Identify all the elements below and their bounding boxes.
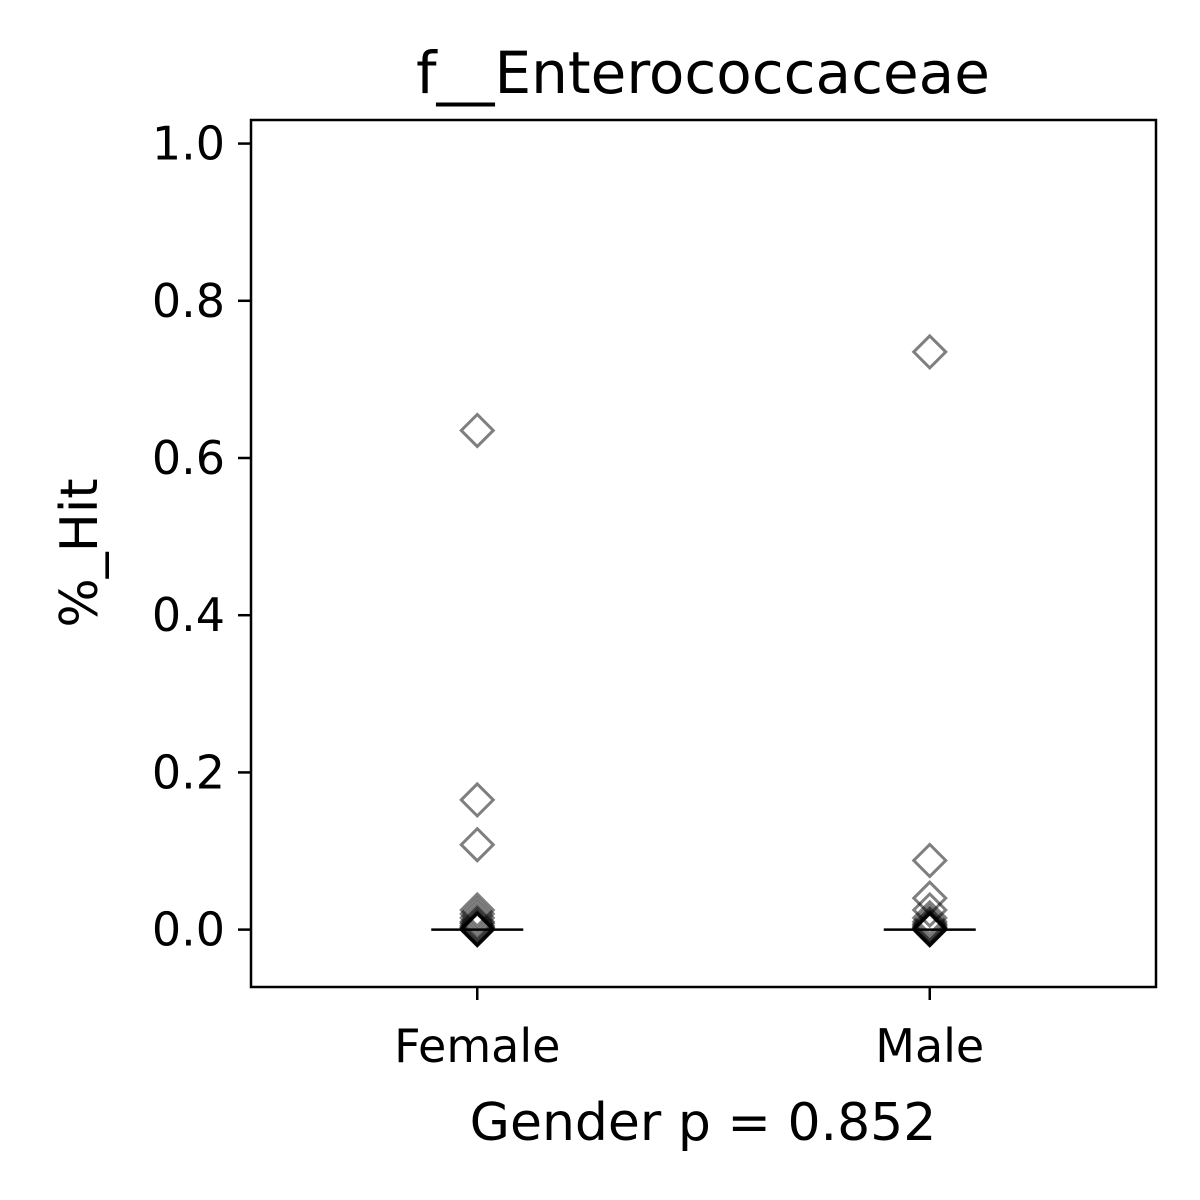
y-tick-label: 0.6 bbox=[152, 431, 225, 485]
y-tick-label: 0.0 bbox=[152, 903, 225, 957]
y-axis-label: %_Hit bbox=[50, 478, 110, 627]
data-points bbox=[459, 333, 948, 948]
x-tick-label: Male bbox=[875, 1019, 984, 1073]
x-tick-label: Female bbox=[394, 1019, 560, 1073]
data-point bbox=[911, 842, 948, 879]
data-point bbox=[459, 911, 496, 948]
chart-title: f__Enterococcaceae bbox=[416, 39, 990, 107]
data-point bbox=[459, 899, 496, 936]
data-point bbox=[911, 903, 948, 940]
data-point bbox=[459, 781, 496, 819]
data-point bbox=[459, 905, 496, 942]
y-tick-label: 1.0 bbox=[152, 117, 225, 171]
y-tick-label: 0.2 bbox=[152, 745, 225, 799]
data-point bbox=[459, 412, 496, 449]
plot-frame bbox=[249, 118, 1158, 989]
data-point bbox=[911, 911, 948, 948]
y-axis: 0.0 0.2 0.4 0.6 0.8 1.0 bbox=[152, 117, 251, 957]
y-tick-label: 0.4 bbox=[152, 588, 225, 642]
data-point bbox=[911, 899, 948, 936]
data-point bbox=[459, 891, 496, 929]
data-point bbox=[911, 891, 948, 929]
data-point bbox=[459, 826, 496, 863]
y-tick-label: 0.8 bbox=[152, 274, 225, 328]
data-point bbox=[911, 333, 948, 371]
x-axis: Female Male bbox=[394, 987, 984, 1073]
x-axis-label: Gender p = 0.852 bbox=[470, 1093, 937, 1153]
